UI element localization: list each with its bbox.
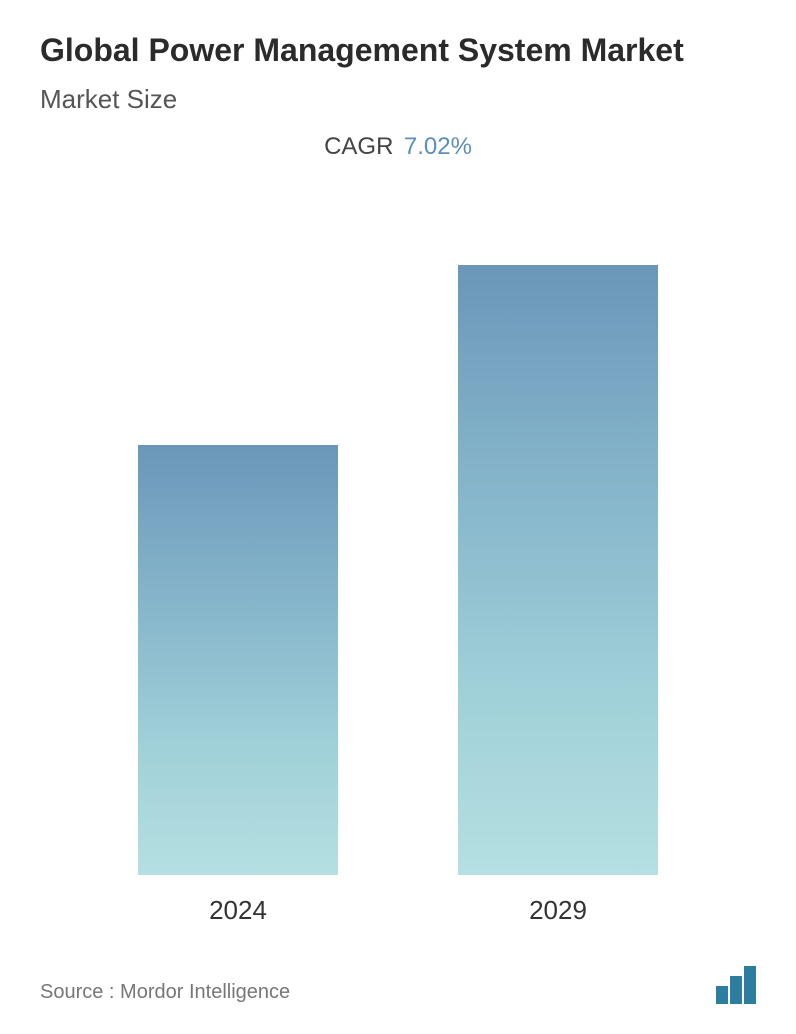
cagr-label: CAGR <box>324 133 393 160</box>
chart-container: Global Power Management System Market Ma… <box>0 0 796 1034</box>
chart-area: 2024 2029 <box>40 191 756 936</box>
logo <box>716 966 756 1004</box>
cagr-value: 7.02% <box>404 133 472 160</box>
source-name: Mordor Intelligence <box>120 981 290 1003</box>
chart-subtitle: Market Size <box>40 84 756 115</box>
logo-bar-icon <box>744 966 756 1004</box>
source-label: Source : <box>40 981 114 1003</box>
bar-label-0: 2024 <box>209 895 267 926</box>
chart-title: Global Power Management System Market <box>40 30 756 70</box>
cagr-row: CAGR 7.02% <box>40 133 756 161</box>
source-text: Source : Mordor Intelligence <box>40 981 290 1004</box>
bar-group-1: 2029 <box>458 265 658 926</box>
bar-label-1: 2029 <box>529 895 587 926</box>
bar-0 <box>138 445 338 875</box>
logo-bar-icon <box>730 976 742 1004</box>
footer: Source : Mordor Intelligence <box>40 936 756 1014</box>
logo-bar-icon <box>716 986 728 1004</box>
bar-group-0: 2024 <box>138 445 338 926</box>
bar-1 <box>458 265 658 875</box>
